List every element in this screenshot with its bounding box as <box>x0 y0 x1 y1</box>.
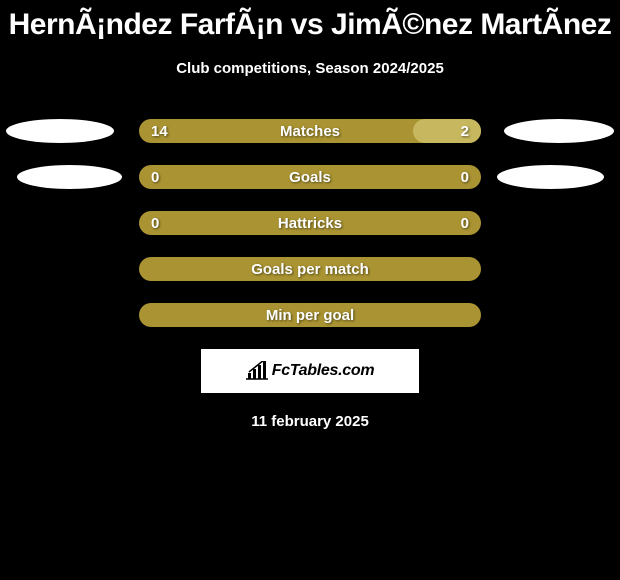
stat-label: Matches <box>139 123 481 140</box>
stat-bar: Min per goal <box>139 303 481 327</box>
stat-bar: 0 Goals 0 <box>139 165 481 189</box>
stat-bar: Goals per match <box>139 257 481 281</box>
stat-label: Goals per match <box>139 261 481 278</box>
stat-right-value: 0 <box>461 215 469 232</box>
stat-label: Goals <box>139 169 481 186</box>
logo-box[interactable]: FcTables.com <box>201 349 419 393</box>
stat-row-goals: 0 Goals 0 <box>0 165 620 189</box>
date-text: 11 february 2025 <box>0 413 620 430</box>
stat-bar: 0 Hattricks 0 <box>139 211 481 235</box>
stat-row-hattricks: 0 Hattricks 0 <box>0 211 620 235</box>
right-ellipse <box>497 165 604 189</box>
stat-row-min-per-goal: Min per goal <box>0 303 620 327</box>
page-title: HernÃ¡ndez FarfÃ¡n vs JimÃ©nez MartÃ­nez <box>0 0 620 42</box>
stat-label: Hattricks <box>139 215 481 232</box>
subtitle: Club competitions, Season 2024/2025 <box>0 60 620 77</box>
stat-label: Min per goal <box>139 307 481 324</box>
left-ellipse <box>6 119 114 143</box>
stats-rows: 14 Matches 2 0 Goals 0 0 Hattricks 0 Goa… <box>0 119 620 327</box>
stat-row-goals-per-match: Goals per match <box>0 257 620 281</box>
stat-row-matches: 14 Matches 2 <box>0 119 620 143</box>
logo-chart-icon <box>246 361 270 381</box>
stat-right-value: 0 <box>461 169 469 186</box>
stat-bar: 14 Matches 2 <box>139 119 481 143</box>
stat-right-value: 2 <box>461 123 469 140</box>
logo-text: FcTables.com <box>272 362 375 380</box>
right-ellipse <box>504 119 614 143</box>
left-ellipse <box>17 165 122 189</box>
